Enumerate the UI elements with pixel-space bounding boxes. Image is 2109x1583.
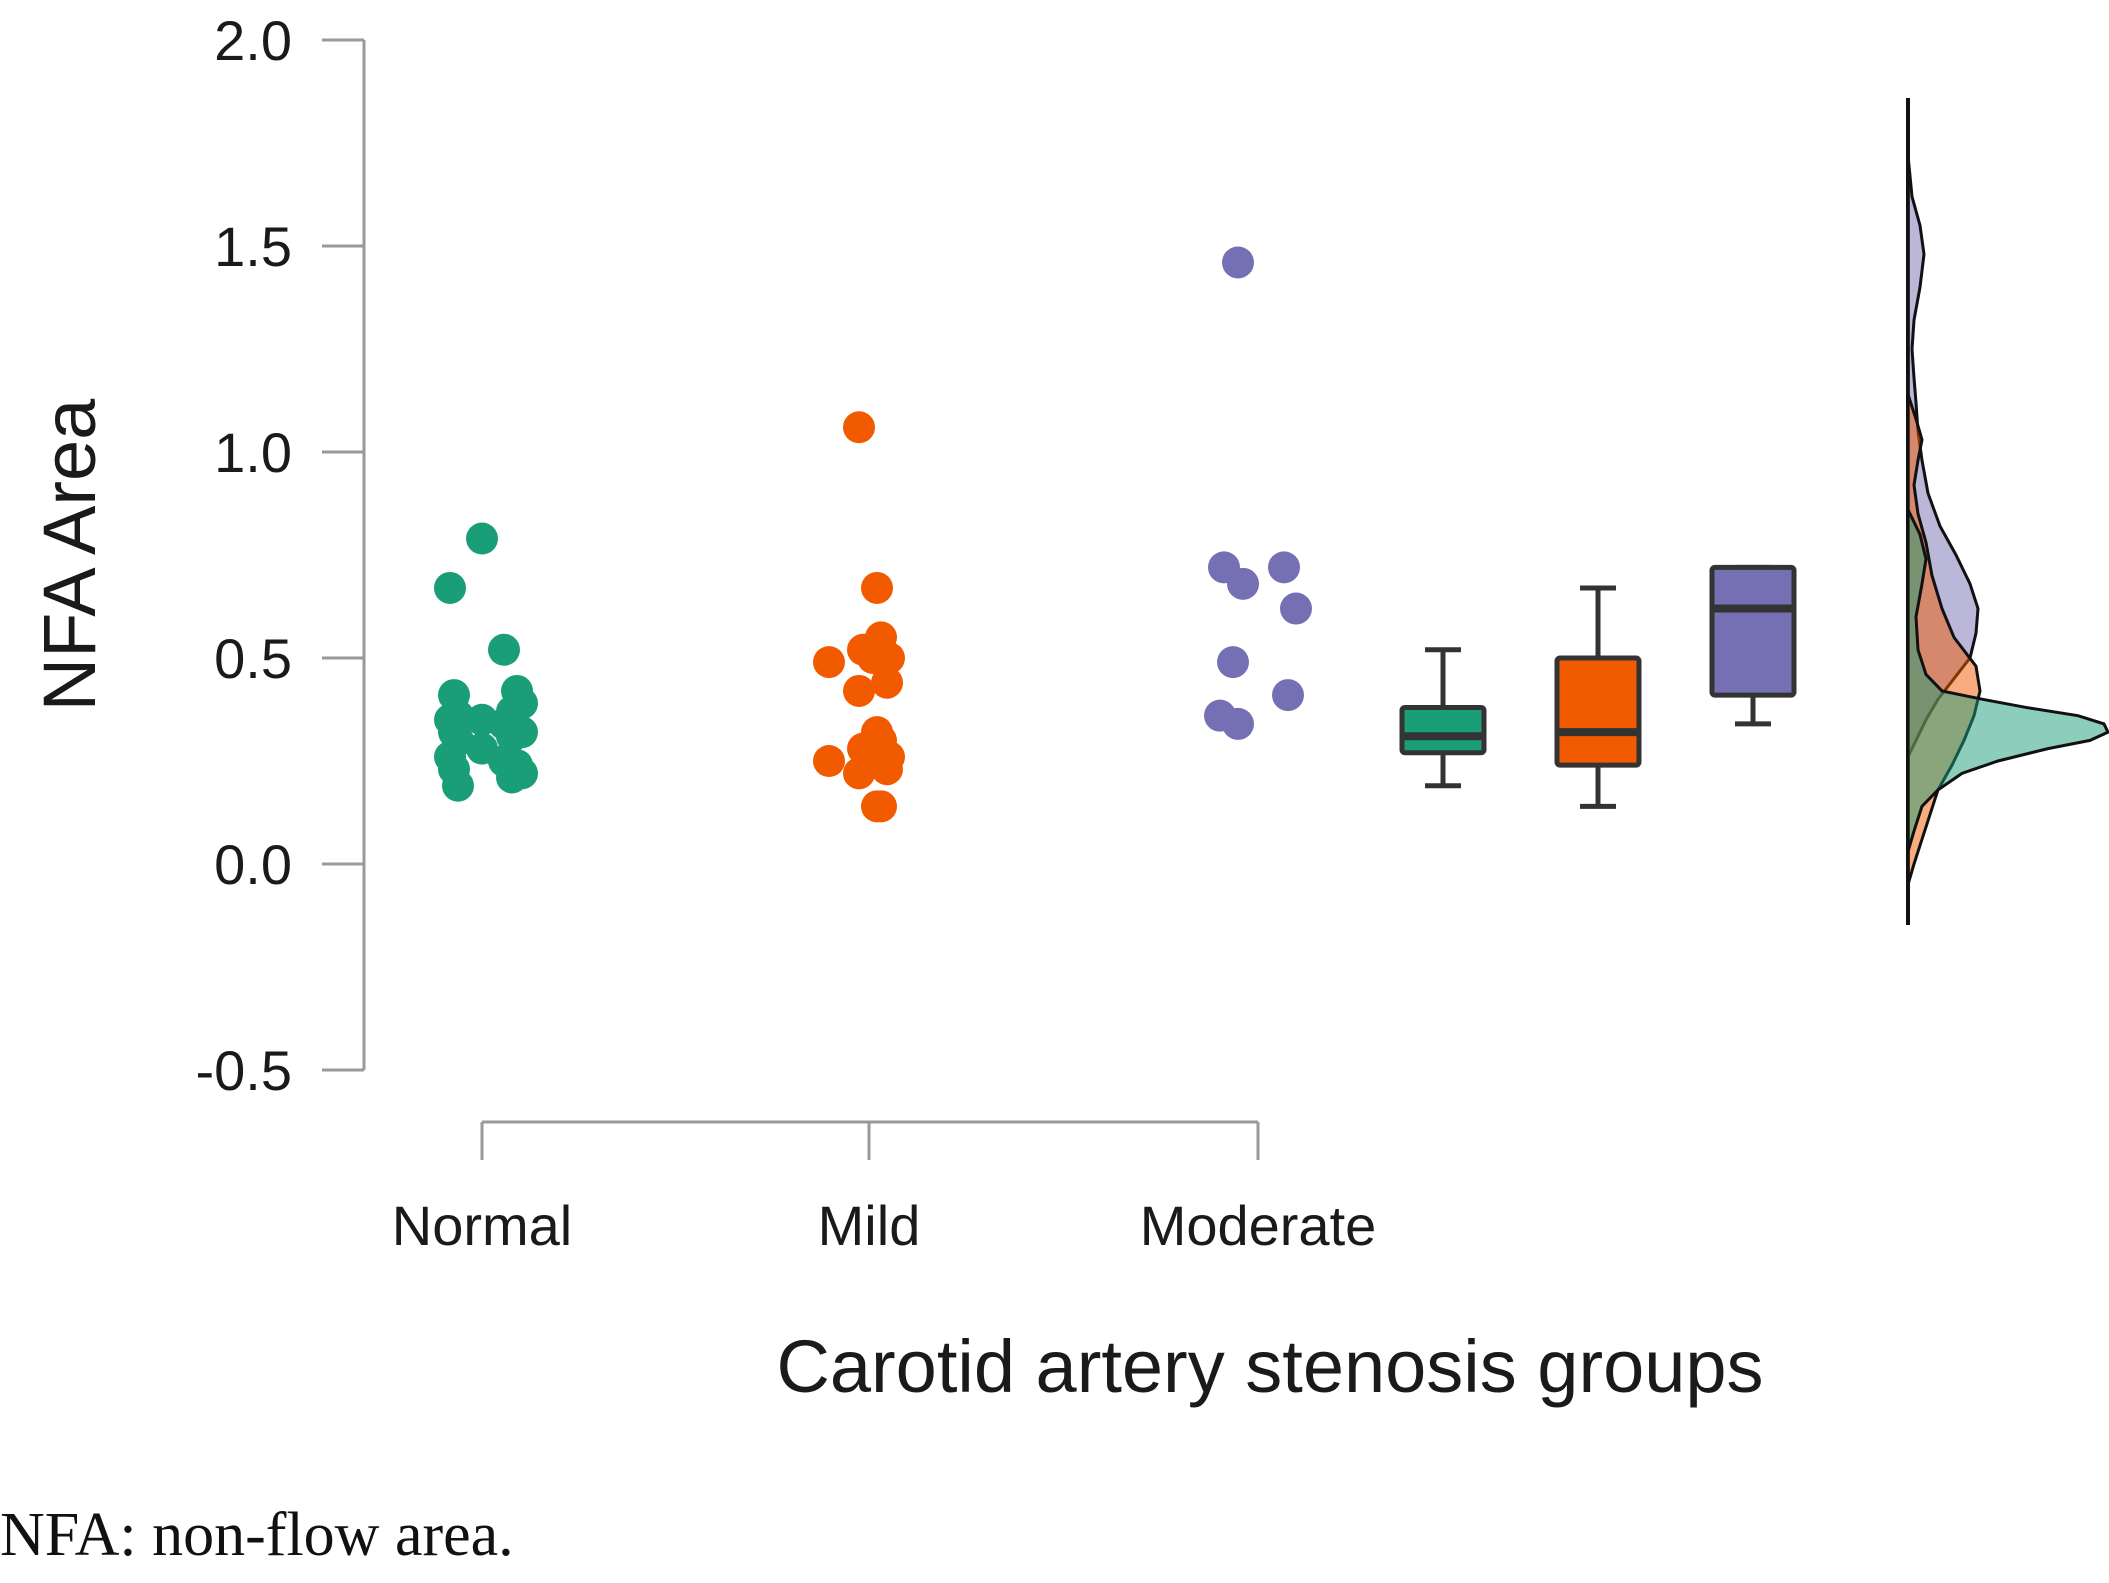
y-axis: 2.0 1.5 1.0 0.5 0.0 -0.5 xyxy=(196,9,366,1102)
data-point xyxy=(488,633,520,666)
data-point xyxy=(1268,551,1300,584)
data-point xyxy=(1222,246,1254,279)
y-axis-title: NFA Area xyxy=(28,398,111,711)
data-point xyxy=(865,790,897,823)
figure-caption: NFA: non-flow area. xyxy=(0,1501,514,1569)
y-tick-label: 1.5 xyxy=(214,215,292,278)
data-point xyxy=(871,666,903,699)
data-point xyxy=(871,753,903,786)
box-iqr xyxy=(1709,564,1797,698)
data-point xyxy=(1280,592,1312,625)
data-point xyxy=(434,571,466,604)
data-point xyxy=(813,646,845,679)
series-moderate xyxy=(1204,246,1312,740)
x-axis: Normal Mild Moderate xyxy=(392,1120,1377,1257)
box-plots xyxy=(1399,564,1797,809)
y-tick-label: 0.5 xyxy=(214,627,292,690)
data-point xyxy=(843,757,875,790)
box-moderate xyxy=(1709,564,1797,727)
data-point xyxy=(466,522,498,555)
data-point xyxy=(873,642,905,674)
box-iqr xyxy=(1554,655,1642,768)
series-mild xyxy=(813,411,905,823)
box-iqr xyxy=(1399,704,1487,756)
x-tick-label: Normal xyxy=(392,1194,572,1257)
data-point xyxy=(1227,567,1259,600)
x-axis-title: Carotid artery stenosis groups xyxy=(776,1325,1763,1408)
data-point xyxy=(496,761,528,794)
data-point xyxy=(813,745,845,777)
y-tick-label: 0.0 xyxy=(214,833,292,896)
scatter-points xyxy=(434,246,1312,823)
data-point xyxy=(843,411,875,444)
density-normal xyxy=(1906,509,2109,853)
box-normal xyxy=(1399,647,1487,789)
data-point xyxy=(1272,679,1304,712)
data-point xyxy=(1222,707,1254,740)
data-point xyxy=(861,571,893,604)
y-tick-label: 2.0 xyxy=(214,9,292,72)
data-point xyxy=(496,720,528,753)
data-point xyxy=(1217,646,1249,679)
raincloud-chart: 2.0 1.5 1.0 0.5 0.0 -0.5 Normal Mild Moderate N… xyxy=(28,9,2109,1408)
x-tick-label: Mild xyxy=(818,1194,921,1257)
box-mild xyxy=(1554,585,1642,809)
data-point xyxy=(843,674,875,707)
data-point xyxy=(442,769,474,802)
x-tick-label: Moderate xyxy=(1140,1194,1377,1257)
y-tick-label: -0.5 xyxy=(196,1039,293,1102)
y-tick-label: 1.0 xyxy=(214,421,292,484)
series-normal xyxy=(434,522,538,802)
density-curves xyxy=(1906,98,2109,925)
